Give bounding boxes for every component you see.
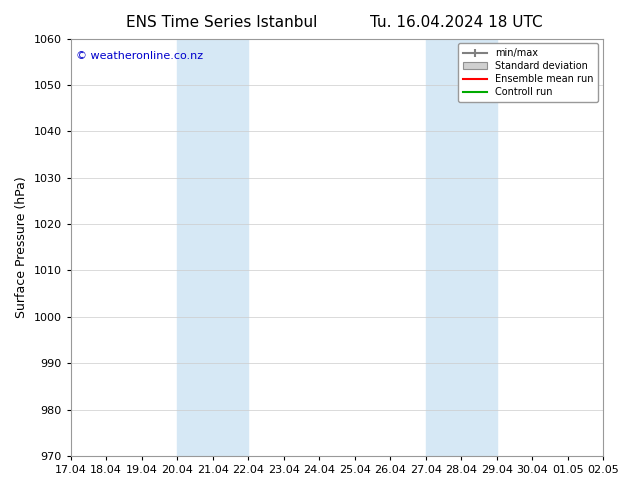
Y-axis label: Surface Pressure (hPa): Surface Pressure (hPa) bbox=[15, 176, 28, 318]
Text: Tu. 16.04.2024 18 UTC: Tu. 16.04.2024 18 UTC bbox=[370, 15, 543, 30]
Text: © weatheronline.co.nz: © weatheronline.co.nz bbox=[76, 51, 203, 61]
Bar bbox=[425, 39, 496, 456]
Legend: min/max, Standard deviation, Ensemble mean run, Controll run: min/max, Standard deviation, Ensemble me… bbox=[458, 44, 598, 102]
Bar bbox=[177, 39, 248, 456]
Text: ENS Time Series Istanbul: ENS Time Series Istanbul bbox=[126, 15, 318, 30]
